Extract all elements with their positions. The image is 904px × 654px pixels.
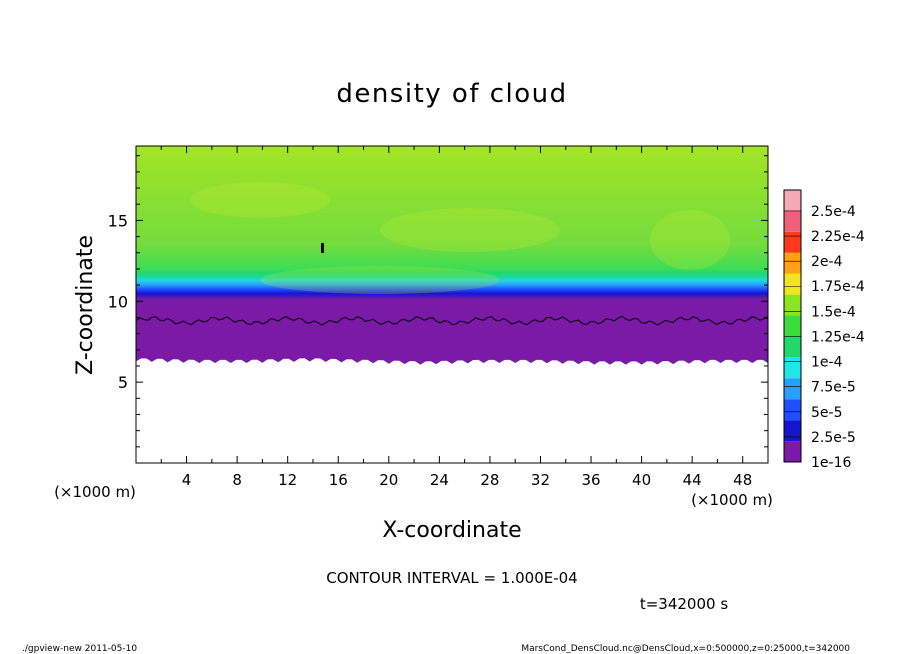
colorbar: 1e-16 2.5e-5 5e-5 7.5e-5 1e-4 1.25e-4 1.5e-4 1.…: [783, 189, 865, 471]
contour-line: [136, 315, 768, 326]
colorbar-swatch: [784, 210, 801, 232]
colorbar-swatch: [784, 357, 801, 379]
y-tick-label: 5: [118, 373, 128, 392]
x-tick-label: 20: [379, 471, 398, 489]
x-tick-label: 40: [632, 471, 651, 489]
footer-left: ./gpview-new 2011-05-10: [22, 644, 137, 654]
x-axis-unit-right: (×1000 m): [691, 491, 773, 509]
colorbar-swatch: [784, 273, 801, 295]
x-tick-label: 32: [531, 471, 550, 489]
x-tick-label: 24: [430, 471, 449, 489]
contour-interval-note: CONTOUR INTERVAL = 1.000E-04: [326, 569, 577, 587]
x-tick-label: 48: [733, 471, 752, 489]
colorbar-swatch: [784, 399, 801, 421]
cloud-density-field: [136, 146, 768, 365]
x-tick-label: 16: [329, 471, 348, 489]
colorbar-swatch: [784, 378, 801, 400]
colorbar-label: 2.5e-5: [811, 430, 856, 446]
colorbar-label: 2.5e-4: [811, 204, 856, 220]
plot-area: [136, 146, 768, 463]
colorbar-label: 1.25e-4: [811, 329, 865, 345]
colorbar-swatch: [784, 441, 801, 462]
chart-title: density of cloud: [336, 79, 567, 109]
y-tick-label: 10: [108, 292, 128, 311]
x-axis-ticks: 4 8 12 16 20 24 28 32 36 40 44 48: [160, 146, 752, 489]
colorbar-label: 1e-16: [811, 455, 851, 471]
y-tick-label: 15: [108, 211, 128, 230]
plot-frame: [135, 145, 769, 464]
colorbar-label: 2.25e-4: [811, 229, 865, 245]
footer-right: MarsCond_DensCloud.nc@DensCloud,x=0:5000…: [521, 644, 850, 654]
colorbar-label: 1.75e-4: [811, 279, 865, 295]
colorbar-label: 5e-5: [811, 405, 842, 421]
y-axis-label: Z-coordinate: [73, 235, 98, 375]
speck-marker: [321, 243, 324, 253]
colorbar-swatch: [784, 231, 801, 253]
colorbar-swatch: [784, 252, 801, 274]
colorbar-label: 7.5e-5: [811, 380, 856, 396]
colorbar-swatch: [784, 315, 801, 337]
colorbar-swatch: [784, 420, 801, 442]
colorbar-swatch: [784, 190, 801, 211]
field-texture: [190, 182, 730, 294]
x-axis-unit-left: (×1000 m): [54, 483, 136, 501]
time-label: t=342000 s: [640, 595, 728, 613]
colorbar-label: 1.5e-4: [811, 304, 856, 320]
x-tick-label: 44: [683, 471, 702, 489]
x-tick-label: 4: [182, 471, 192, 489]
colorbar-swatch: [784, 336, 801, 358]
x-tick-label: 28: [480, 471, 499, 489]
colorbar-label: 2e-4: [811, 254, 843, 270]
y-axis-ticks: 5 10 15: [108, 155, 768, 448]
x-tick-label: 12: [278, 471, 297, 489]
x-tick-label: 36: [581, 471, 600, 489]
x-axis-label: X-coordinate: [382, 518, 521, 543]
colorbar-label: 1e-4: [811, 355, 843, 371]
colorbar-swatch: [784, 294, 801, 316]
x-tick-label: 8: [232, 471, 242, 489]
